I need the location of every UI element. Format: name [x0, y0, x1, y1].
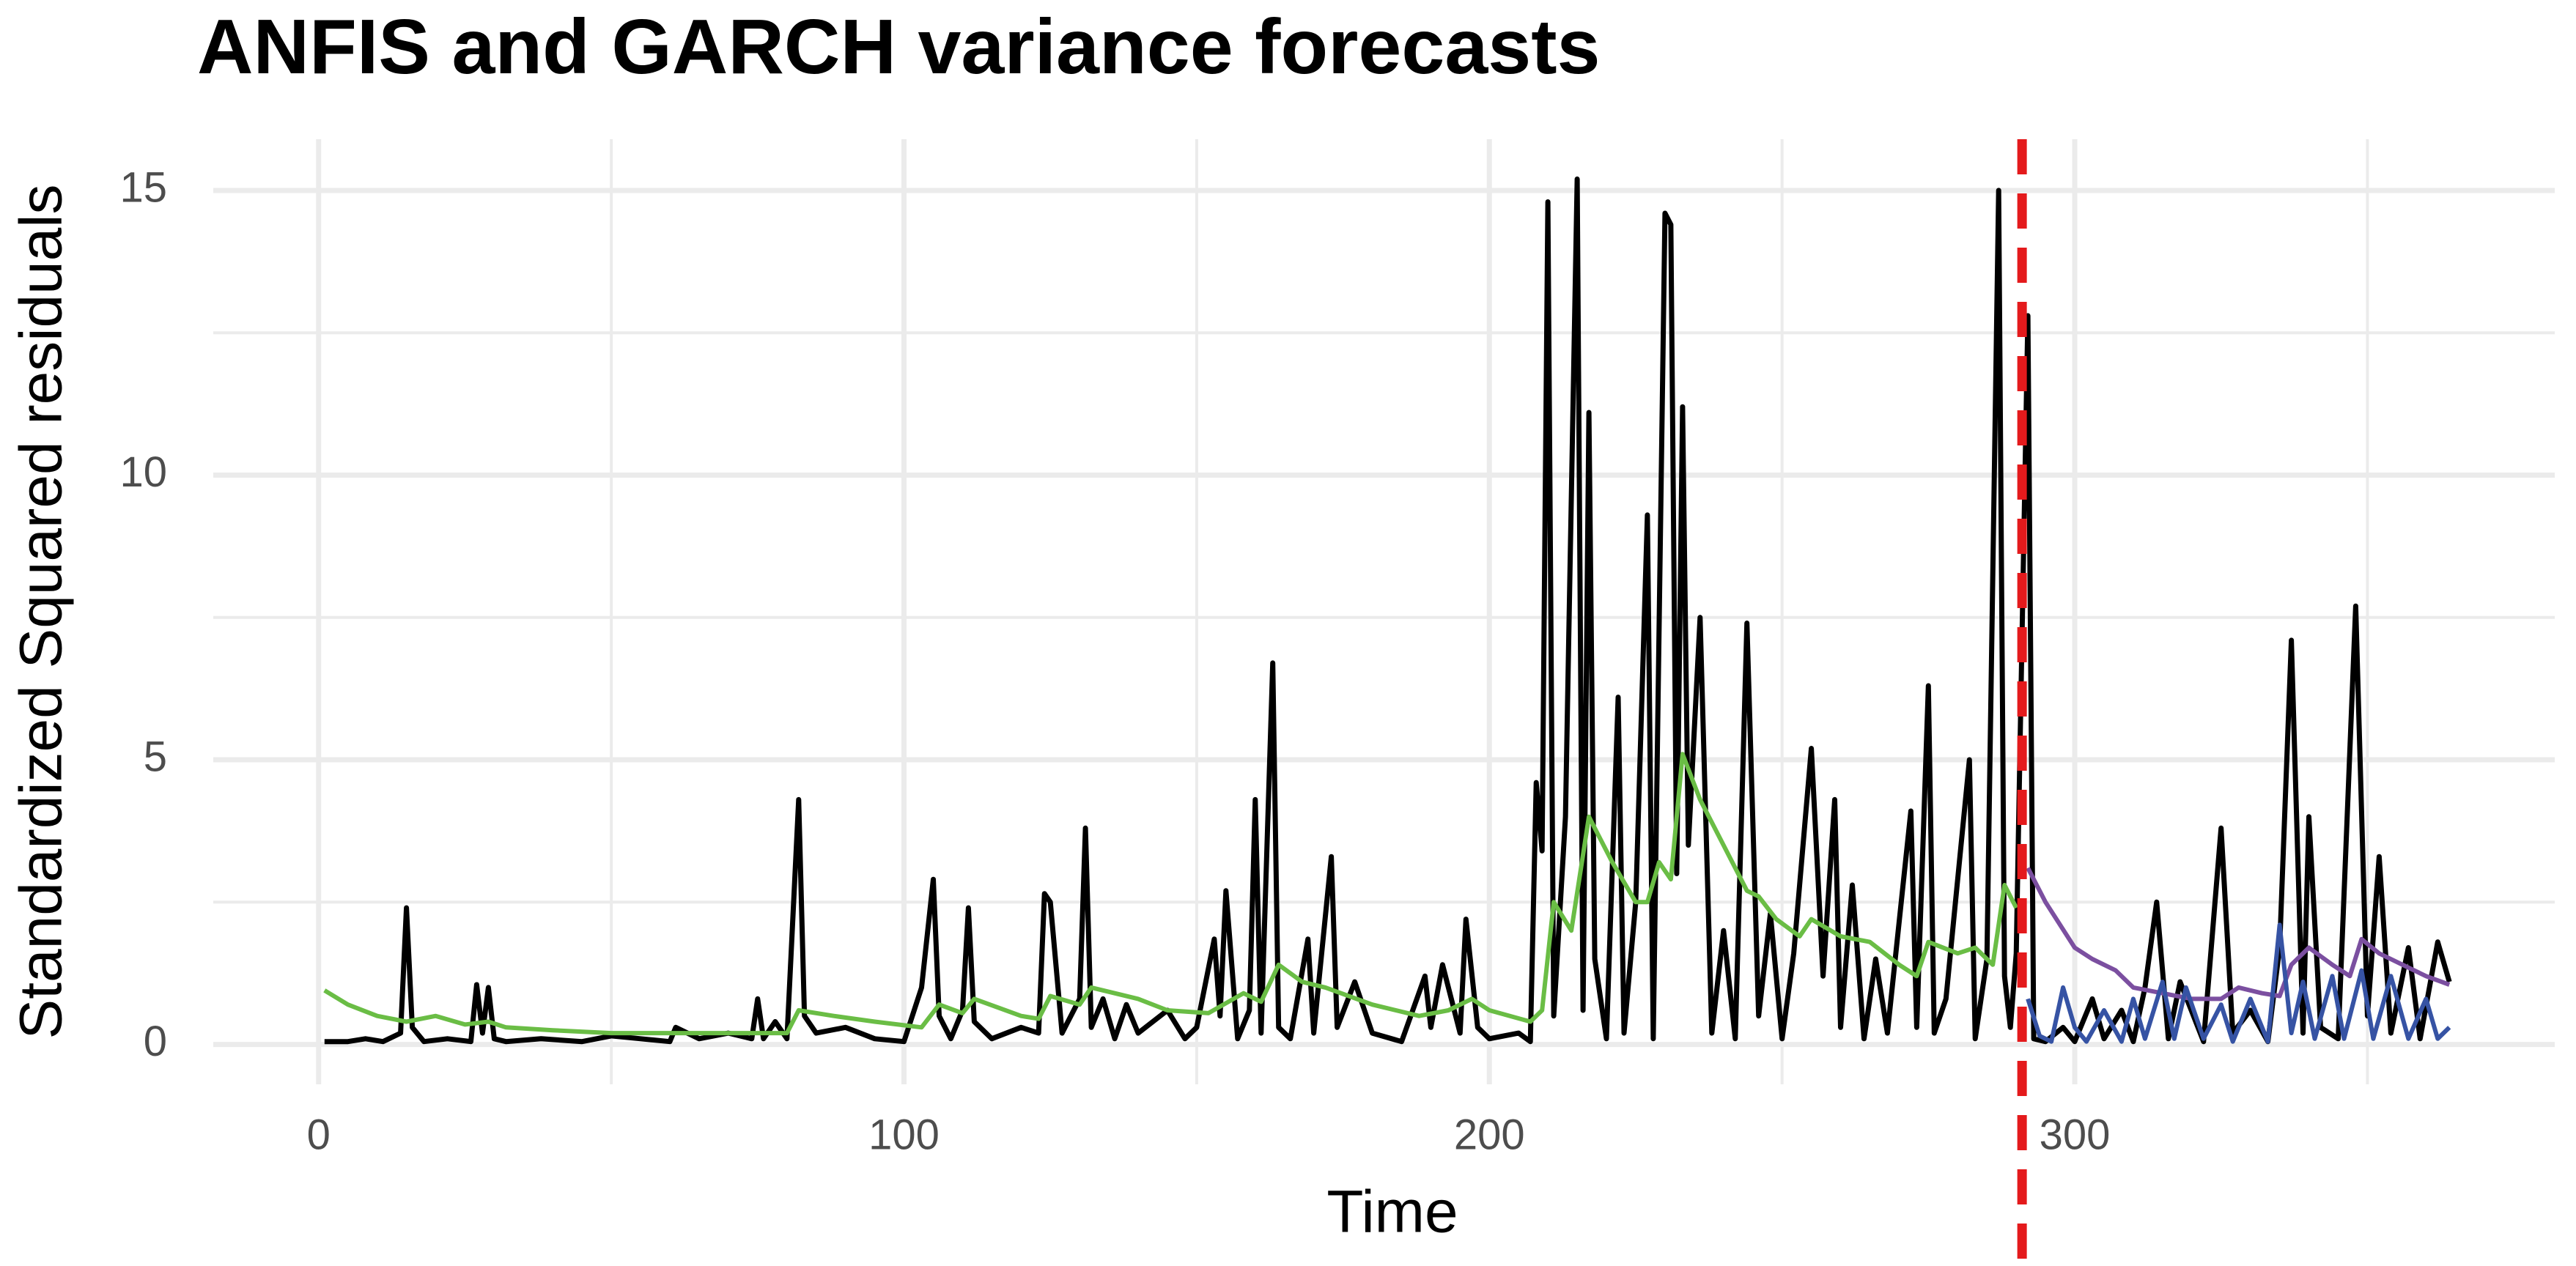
x-tick-label: 200 [1454, 1111, 1525, 1158]
chart-title: ANFIS and GARCH variance forecasts [197, 4, 1600, 90]
y-tick-label: 5 [144, 733, 167, 780]
grid [213, 139, 2555, 1084]
plot-area [323, 139, 2452, 1259]
series-line [2026, 867, 2451, 1002]
series-line [323, 752, 2018, 1036]
x-tick-label: 100 [868, 1111, 940, 1158]
series-line [2026, 922, 2451, 1044]
x-tick-label: 300 [2040, 1111, 2111, 1158]
y-tick-label: 10 [119, 448, 167, 496]
y-axis-title: Standardized Squared residuals [8, 185, 75, 1040]
series-line [324, 176, 2452, 1045]
x-tick-label: 0 [307, 1111, 331, 1158]
y-tick-label: 15 [119, 163, 167, 211]
y-tick-label: 0 [144, 1018, 167, 1065]
x-axis-title: Time [1326, 1179, 1458, 1245]
